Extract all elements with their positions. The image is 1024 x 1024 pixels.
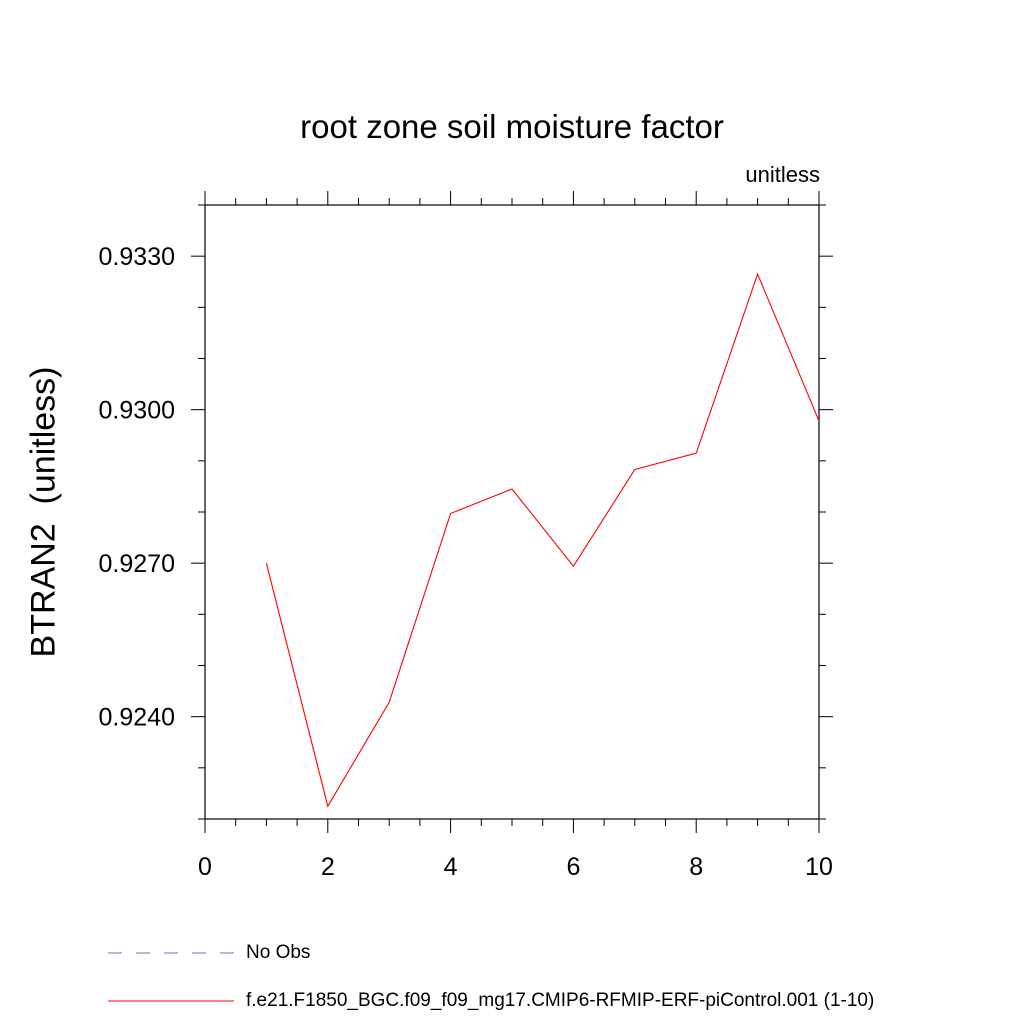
data-point: [449, 512, 451, 514]
data-point: [388, 701, 390, 703]
chart-title: root zone soil moisture factor: [300, 108, 724, 145]
x-tick-label: 2: [321, 853, 335, 881]
units-label: unitless: [745, 162, 820, 187]
x-tick-label: 10: [805, 853, 833, 881]
y-tick-label: 0.9300: [99, 397, 175, 425]
data-point: [818, 420, 820, 422]
tick-labels: 0 2 4 6 8 10 0.9240 0.9270 0.9300 0.9330: [99, 243, 833, 881]
data-point: [265, 562, 267, 564]
legend: [108, 952, 234, 1002]
axis-ticks: [191, 191, 833, 833]
data-point: [756, 273, 758, 275]
x-tick-label: 6: [566, 853, 580, 881]
data-point: [511, 488, 513, 490]
series-line: [265, 272, 820, 808]
y-tick-label: 0.9330: [99, 243, 175, 271]
y-tick-label: 0.9240: [99, 704, 175, 732]
data-point: [634, 468, 636, 470]
data-point: [327, 805, 329, 807]
legend-label-no-obs: No Obs: [246, 942, 311, 963]
x-tick-label: 0: [198, 853, 212, 881]
plot-frame: [204, 204, 820, 820]
data-point: [572, 565, 574, 567]
x-tick-label: 4: [444, 853, 458, 881]
x-tick-label: 8: [689, 853, 703, 881]
legend-label-series: f.e21.F1850_BGC.f09_f09_mg17.CMIP6-RFMIP…: [246, 990, 875, 1011]
series-layer: [265, 272, 820, 808]
data-point: [695, 452, 697, 454]
y-tick-label: 0.9270: [99, 550, 175, 578]
